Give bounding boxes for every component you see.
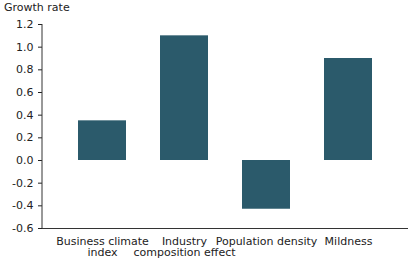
svg-text:-0.6: -0.6 <box>12 222 33 235</box>
svg-text:0.6: 0.6 <box>16 86 34 99</box>
svg-text:0.2: 0.2 <box>16 131 34 144</box>
html-text:Industry: Industry <box>161 235 208 249</box>
svg-text:0.0: 0.0 <box>16 154 34 167</box>
html-text:Business climate: Business climate <box>56 235 149 249</box>
svg-text:1.0: 1.0 <box>16 41 34 54</box>
html-text:index: index <box>87 246 118 260</box>
svg-text:-0.4: -0.4 <box>12 199 33 212</box>
svg-text:0.8: 0.8 <box>16 63 34 76</box>
svg-text:-0.2: -0.2 <box>12 177 33 190</box>
svg-text:Mildness: Mildness <box>325 235 373 248</box>
svg-text:1.2: 1.2 <box>16 18 34 31</box>
svg-text:0.4: 0.4 <box>16 109 34 122</box>
html-text:composition effect: composition effect <box>133 246 236 260</box>
html-text:Growth rate: Growth rate <box>4 1 70 14</box>
svg-text:Population density: Population density <box>216 235 318 248</box>
